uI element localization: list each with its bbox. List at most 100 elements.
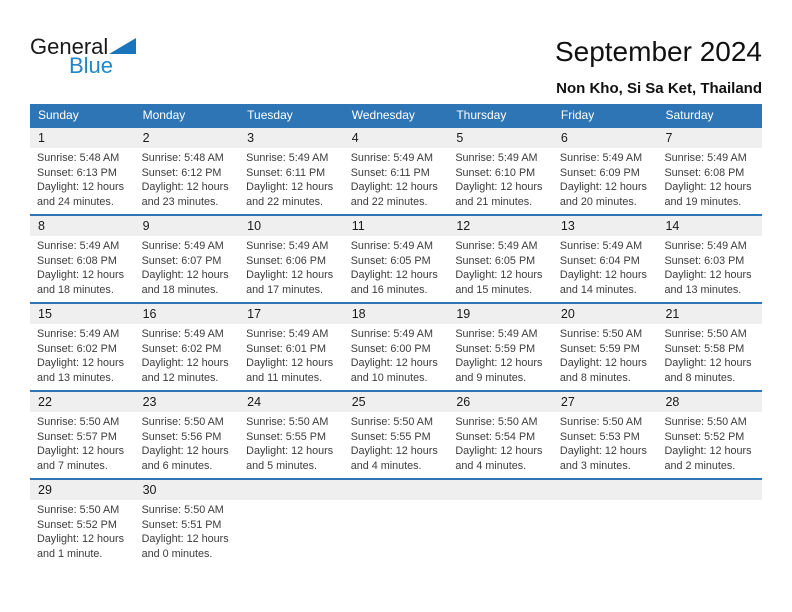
day-details: Sunrise: 5:50 AM Sunset: 5:52 PM Daylight:…	[30, 500, 135, 561]
sunrise-text: Sunrise: 5:49 AM	[455, 240, 538, 252]
day-number: 10	[239, 216, 344, 236]
day-cell-6: 6 Sunrise: 5:49 AM Sunset: 6:09 PM Daylight…	[552, 128, 658, 214]
daylight1-text: Daylight: 12 hours	[246, 445, 334, 458]
daylight2-text: and 12 minutes.	[141, 371, 219, 384]
day-cell-10: 10 Sunrise: 5:49 AM Sunset: 6:06 PM Dayligh…	[239, 216, 344, 302]
weeks-container: 1 Sunrise: 5:48 AM Sunset: 6:13 PM Daylight…	[30, 126, 763, 566]
day-cell-28: 28 Sunrise: 5:50 AM Sunset: 5:52 PM Dayligh…	[657, 392, 763, 478]
daylight1-text: Daylight: 12 hours	[37, 445, 125, 458]
day-details: Sunrise: 5:50 AM Sunset: 5:59 PM Daylight:…	[553, 324, 658, 385]
day-details: Sunrise: 5:48 AM Sunset: 6:12 PM Daylight:…	[135, 148, 240, 209]
day-number: 14	[657, 216, 763, 236]
day-number: 16	[134, 304, 240, 324]
day-details: Sunrise: 5:49 AM Sunset: 6:11 PM Daylight:…	[239, 148, 344, 209]
day-header-saturday: Saturday	[665, 108, 714, 122]
daylight2-text: and 16 minutes.	[350, 283, 428, 296]
sunrise-text: Sunrise: 5:50 AM	[141, 416, 224, 428]
sunrise-text: Sunrise: 5:49 AM	[664, 152, 747, 164]
day-cell-23: 23 Sunrise: 5:50 AM Sunset: 5:56 PM Dayligh…	[134, 392, 240, 478]
calendar-table: Sunday Monday Tuesday Wednesday Thursday Frid…	[30, 104, 763, 566]
day-number: 30	[134, 480, 240, 500]
day-number: 1	[30, 128, 135, 148]
sunrise-text: Sunrise: 5:49 AM	[246, 328, 329, 340]
sunset-text: Sunset: 5:55 PM	[350, 430, 431, 443]
empty-day-cell	[239, 480, 344, 566]
sunset-text: Sunset: 5:54 PM	[455, 430, 536, 443]
day-cell-17: 17 Sunrise: 5:49 AM Sunset: 6:01 PM Dayligh…	[239, 304, 344, 390]
daylight2-text: and 4 minutes.	[455, 459, 527, 472]
page-title: September 2024	[554, 36, 762, 67]
daylight1-text: Daylight: 12 hours	[37, 181, 125, 194]
week-row-2: 8 Sunrise: 5:49 AM Sunset: 6:08 PM Daylight…	[30, 214, 763, 302]
sunrise-text: Sunrise: 5:50 AM	[559, 416, 643, 428]
daylight2-text: and 20 minutes.	[559, 195, 637, 208]
daylight2-text: and 0 minutes.	[141, 547, 213, 560]
sunrise-text: Sunrise: 5:49 AM	[559, 152, 643, 164]
day-details: Sunrise: 5:50 AM Sunset: 5:54 PM Daylight:…	[448, 412, 553, 473]
week-row-5: 29 Sunrise: 5:50 AM Sunset: 5:52 PM Dayligh…	[30, 478, 763, 566]
daylight1-text: Daylight: 12 hours	[246, 181, 334, 194]
daylight2-text: and 8 minutes.	[559, 371, 631, 384]
empty-day-number-band	[343, 480, 449, 500]
day-details: Sunrise: 5:49 AM Sunset: 5:59 PM Daylight:…	[448, 324, 553, 385]
day-cell-1: 1 Sunrise: 5:48 AM Sunset: 6:13 PM Daylight…	[30, 128, 135, 214]
daylight2-text: and 11 minutes.	[246, 371, 323, 384]
daylight2-text: and 19 minutes.	[664, 195, 742, 208]
sunset-text: Sunset: 5:51 PM	[141, 518, 222, 531]
sunrise-text: Sunrise: 5:50 AM	[37, 504, 120, 516]
day-cell-21: 21 Sunrise: 5:50 AM Sunset: 5:58 PM Dayligh…	[657, 304, 763, 390]
sunrise-text: Sunrise: 5:50 AM	[664, 416, 747, 428]
sunset-text: Sunset: 5:53 PM	[559, 430, 640, 443]
sunset-text: Sunset: 6:10 PM	[455, 166, 536, 179]
daylight1-text: Daylight: 12 hours	[350, 445, 438, 458]
day-number: 4	[343, 128, 449, 148]
day-details: Sunrise: 5:49 AM Sunset: 6:05 PM Daylight:…	[448, 236, 553, 297]
week-row-4: 22 Sunrise: 5:50 AM Sunset: 5:57 PM Dayligh…	[30, 390, 763, 478]
day-number: 3	[239, 128, 344, 148]
daylight1-text: Daylight: 12 hours	[455, 181, 543, 194]
day-details: Sunrise: 5:50 AM Sunset: 5:56 PM Daylight:…	[135, 412, 240, 473]
daylight2-text: and 17 minutes.	[246, 283, 323, 296]
sunset-text: Sunset: 5:59 PM	[455, 342, 536, 355]
sunrise-text: Sunrise: 5:49 AM	[141, 240, 224, 252]
day-details: Sunrise: 5:49 AM Sunset: 6:03 PM Daylight:…	[657, 236, 762, 297]
day-cell-22: 22 Sunrise: 5:50 AM Sunset: 5:57 PM Dayligh…	[30, 392, 135, 478]
daylight1-text: Daylight: 12 hours	[246, 357, 334, 370]
day-number: 11	[343, 216, 449, 236]
sunset-text: Sunset: 6:05 PM	[350, 254, 431, 267]
day-details: Sunrise: 5:49 AM Sunset: 6:05 PM Daylight:…	[344, 236, 449, 297]
daylight1-text: Daylight: 12 hours	[37, 533, 125, 546]
logo-text-general: General	[30, 34, 109, 59]
sunset-text: Sunset: 5:59 PM	[559, 342, 640, 355]
sunset-text: Sunset: 5:52 PM	[664, 430, 745, 443]
day-number: 28	[657, 392, 763, 412]
sunrise-text: Sunrise: 5:48 AM	[37, 152, 120, 164]
day-number: 29	[30, 480, 135, 500]
sunrise-text: Sunrise: 5:49 AM	[559, 240, 643, 252]
sunrise-text: Sunrise: 5:49 AM	[664, 240, 747, 252]
day-cell-7: 7 Sunrise: 5:49 AM Sunset: 6:08 PM Daylight…	[657, 128, 763, 214]
general-blue-logo: General Blue	[30, 36, 160, 86]
day-details: Sunrise: 5:50 AM Sunset: 5:53 PM Daylight:…	[553, 412, 658, 473]
daylight2-text: and 15 minutes.	[455, 283, 533, 296]
empty-day-cell	[552, 480, 658, 566]
daylight1-text: Daylight: 12 hours	[350, 357, 438, 370]
sunrise-text: Sunrise: 5:49 AM	[350, 152, 433, 164]
sunrise-text: Sunrise: 5:49 AM	[455, 152, 538, 164]
sunset-text: Sunset: 6:02 PM	[141, 342, 222, 355]
day-number: 25	[343, 392, 449, 412]
day-details: Sunrise: 5:49 AM Sunset: 6:10 PM Daylight:…	[448, 148, 553, 209]
day-details: Sunrise: 5:49 AM Sunset: 6:06 PM Daylight:…	[239, 236, 344, 297]
daylight1-text: Daylight: 12 hours	[664, 181, 752, 194]
sunset-text: Sunset: 6:08 PM	[37, 254, 117, 267]
day-cell-26: 26 Sunrise: 5:50 AM Sunset: 5:54 PM Dayligh…	[448, 392, 553, 478]
day-details: Sunrise: 5:49 AM Sunset: 6:07 PM Daylight:…	[135, 236, 240, 297]
day-number: 24	[239, 392, 344, 412]
day-cell-29: 29 Sunrise: 5:50 AM Sunset: 5:52 PM Dayligh…	[30, 480, 135, 566]
daylight2-text: and 9 minutes.	[455, 371, 527, 384]
empty-day-cell	[657, 480, 763, 566]
daylight1-text: Daylight: 12 hours	[455, 445, 543, 458]
daylight1-text: Daylight: 12 hours	[141, 533, 229, 546]
day-cell-4: 4 Sunrise: 5:49 AM Sunset: 6:11 PM Daylight…	[343, 128, 449, 214]
